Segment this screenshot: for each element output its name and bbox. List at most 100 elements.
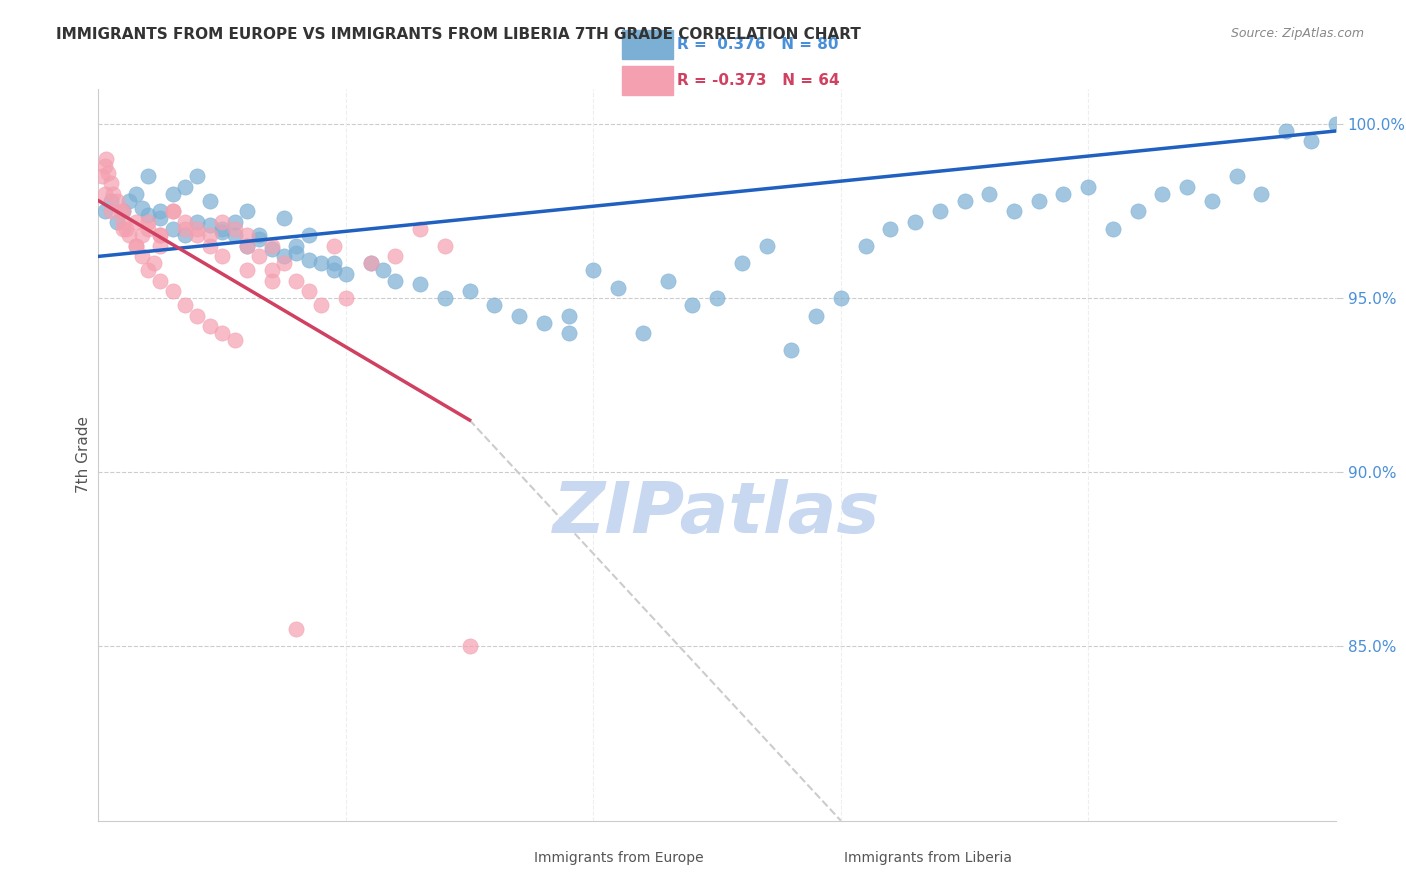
Point [118,194,141,208]
Point [260,263,283,277]
Point [1077,179,1099,194]
Point [433,239,456,253]
Point [97,166,120,180]
Point [236,263,259,277]
Point [706,291,728,305]
Point [174,298,197,312]
Point [1052,186,1074,201]
Point [1250,186,1272,201]
Point [162,221,184,235]
Point [103,186,125,201]
Point [1126,204,1149,219]
Point [1002,204,1025,219]
Point [236,239,259,253]
Point [136,221,159,235]
Point [247,249,270,263]
Point [1201,194,1223,208]
Point [118,228,141,243]
Point [124,186,146,201]
Point [112,204,135,219]
Point [174,228,197,243]
Point [285,246,308,260]
Point [174,221,197,235]
Point [186,169,208,184]
Point [285,274,308,288]
Point [131,201,153,215]
Point [174,214,197,228]
Point [211,221,233,235]
Point [93,186,115,201]
Point [335,291,357,305]
Point [1152,186,1174,201]
Point [533,316,555,330]
Point [198,218,221,232]
Point [162,204,184,219]
Text: IMMIGRANTS FROM EUROPE VS IMMIGRANTS FROM LIBERIA 7TH GRADE CORRELATION CHART: IMMIGRANTS FROM EUROPE VS IMMIGRANTS FRO… [56,27,860,42]
FancyBboxPatch shape [623,66,673,95]
Point [186,228,208,243]
Point [273,249,295,263]
Text: R = -0.373   N = 64: R = -0.373 N = 64 [678,73,839,88]
Text: R =  0.376   N = 80: R = 0.376 N = 80 [678,37,838,53]
Point [260,239,283,253]
Point [149,204,172,219]
Point [260,243,283,257]
Point [211,326,233,340]
Point [582,263,605,277]
Point [322,239,344,253]
Point [458,640,481,654]
Point [198,194,221,208]
Point [105,214,128,228]
Point [236,204,259,219]
Point [830,291,852,305]
Point [91,169,114,184]
Point [557,326,579,340]
Point [755,239,778,253]
Point [93,204,115,219]
Point [224,228,246,243]
Point [979,186,1001,201]
Point [224,333,246,347]
Point [384,274,406,288]
Point [1175,179,1198,194]
Point [458,284,481,298]
Point [409,221,432,235]
Point [335,267,357,281]
Point [928,204,950,219]
Point [124,239,146,253]
Point [186,221,208,235]
Point [162,284,184,298]
Point [100,176,122,190]
Point [508,309,530,323]
Point [607,281,630,295]
Point [93,159,115,173]
Point [224,214,246,228]
Point [162,186,184,201]
Point [409,277,432,292]
Point [433,291,456,305]
Point [100,204,122,219]
Point [131,228,153,243]
Point [198,239,221,253]
Point [112,204,135,219]
Point [211,214,233,228]
Point [322,263,344,277]
Point [804,309,827,323]
Point [1275,124,1298,138]
Point [224,221,246,235]
Point [879,221,901,235]
Point [904,214,927,228]
Point [198,319,221,334]
Point [149,228,172,243]
Point [236,228,259,243]
Point [149,274,172,288]
Point [1028,194,1050,208]
Point [186,214,208,228]
Point [131,249,153,263]
Point [285,622,308,636]
Point [273,256,295,270]
Point [247,232,270,246]
Point [186,309,208,323]
Point [105,194,128,208]
Point [136,208,159,222]
